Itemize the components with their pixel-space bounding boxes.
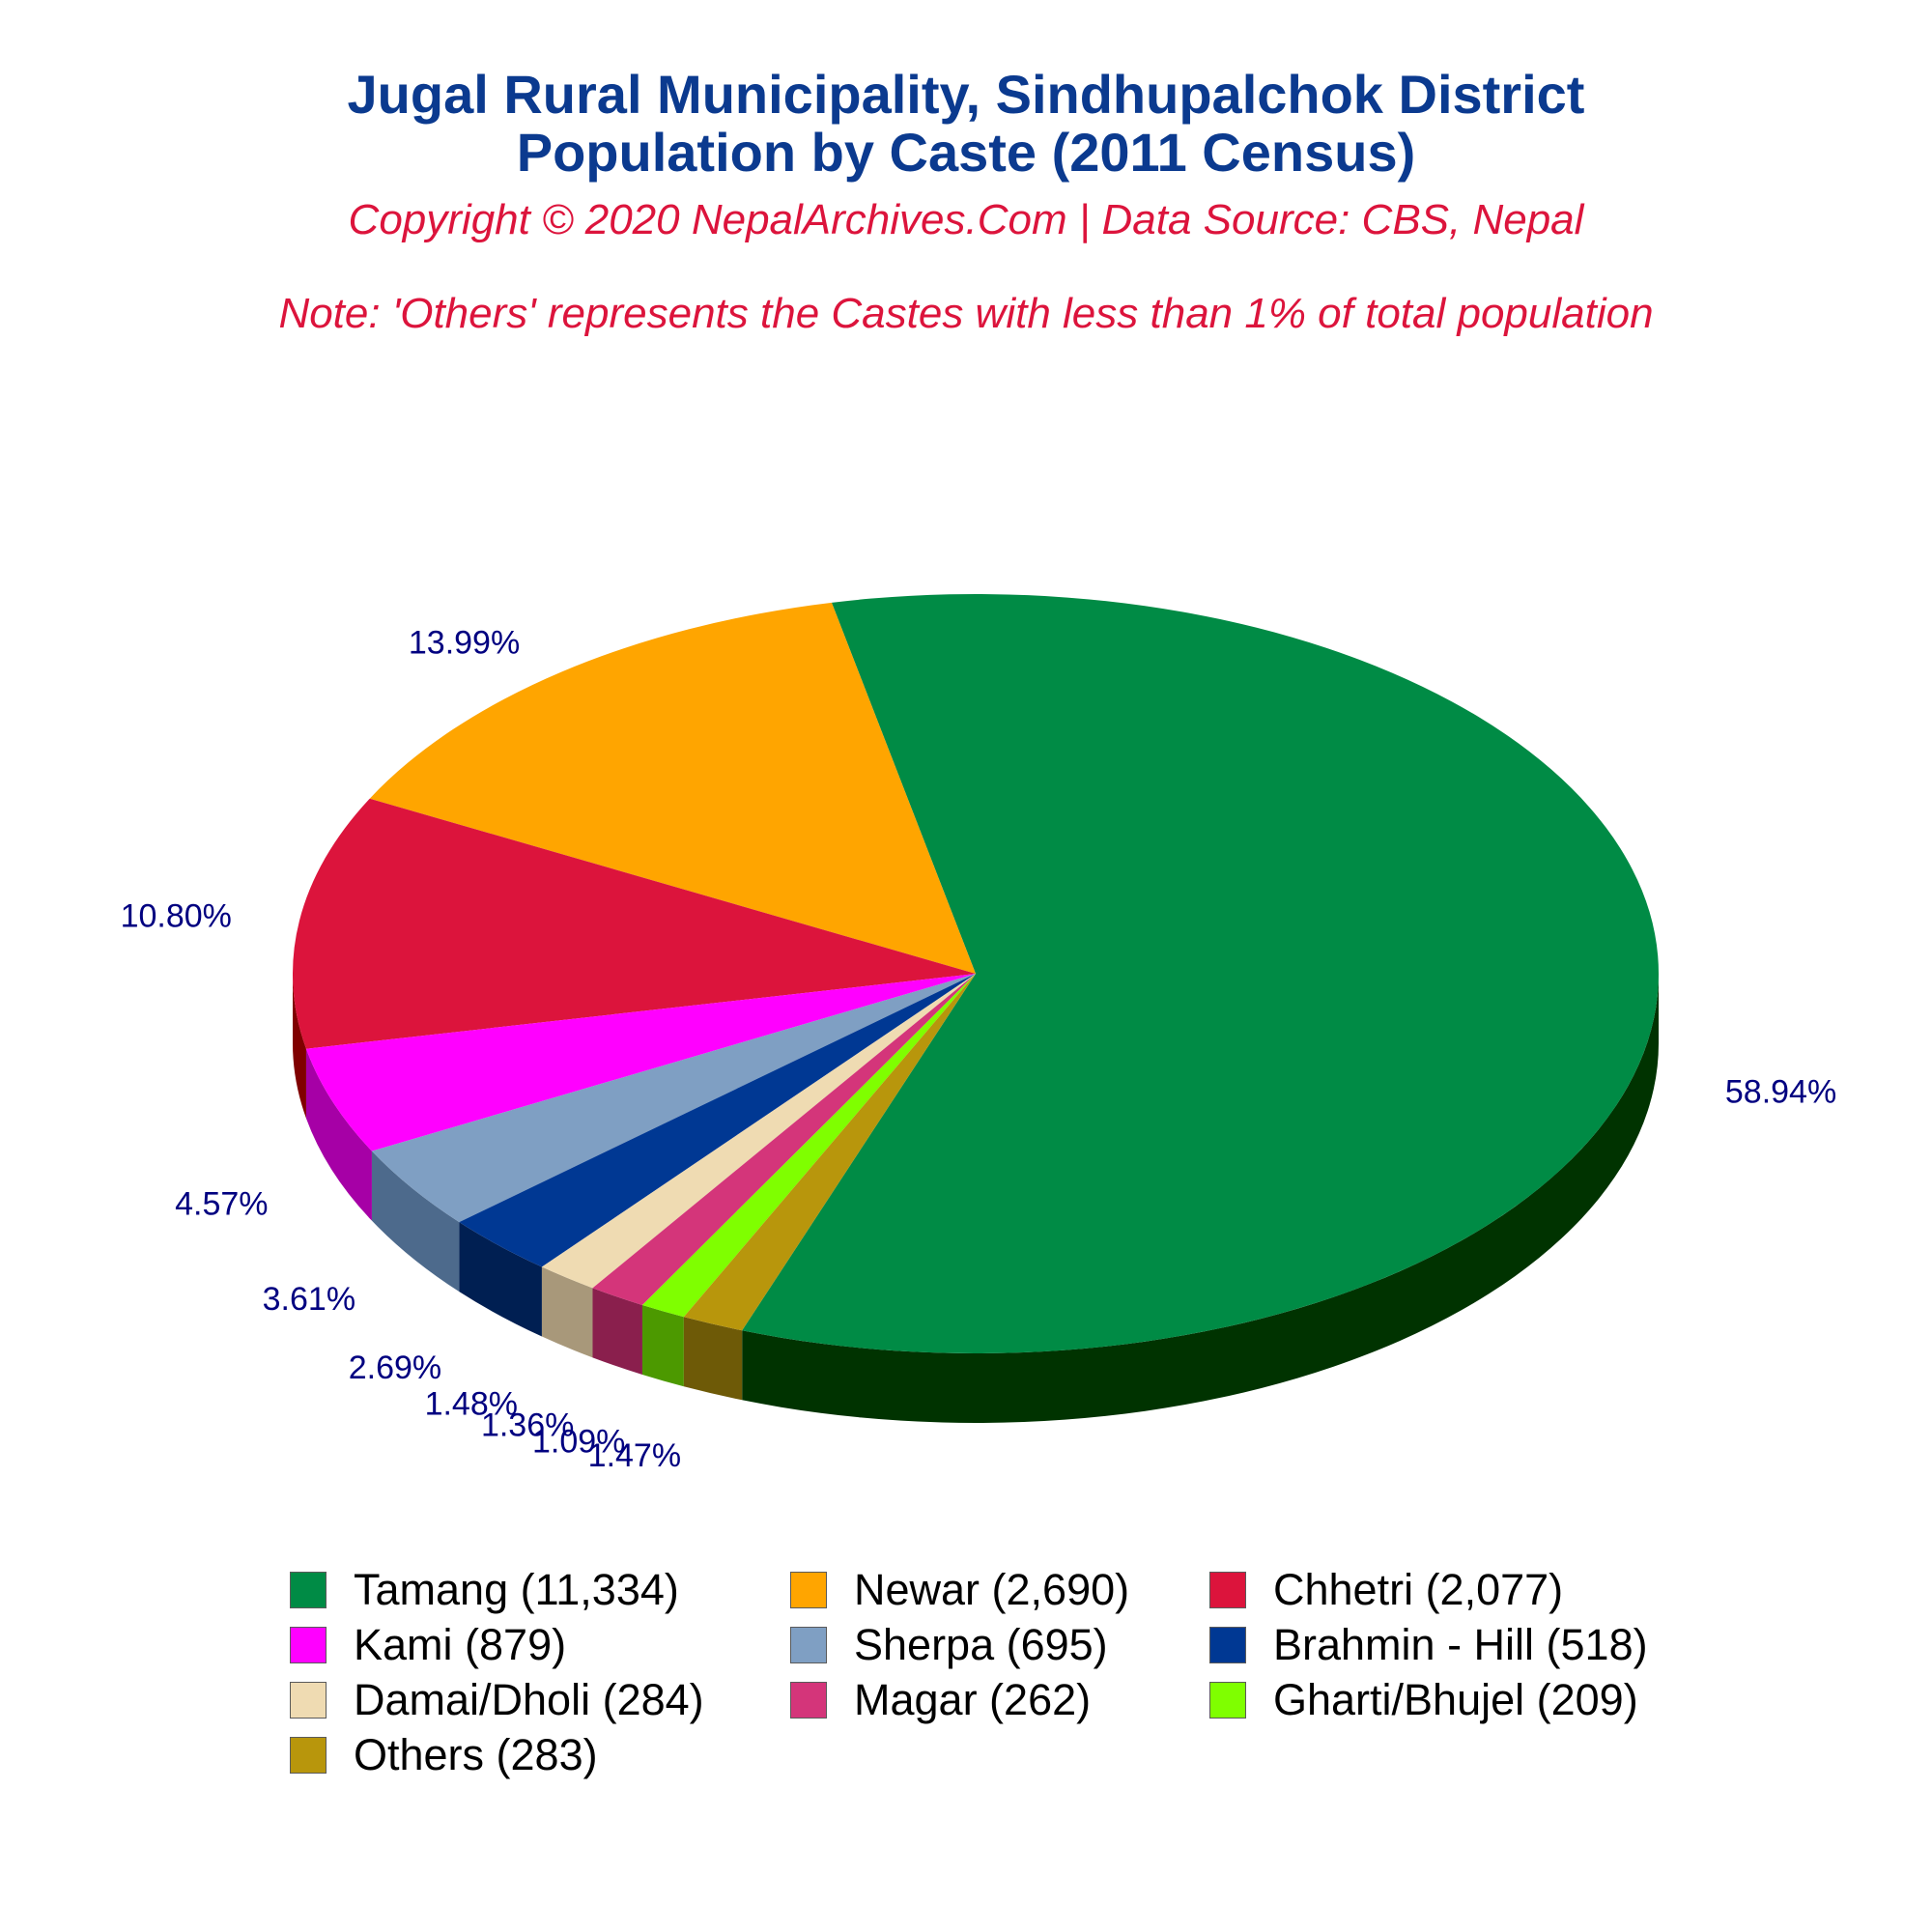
pie-slice-tamang	[742, 594, 1660, 1354]
legend-label: Gharti/Bhujel (209)	[1273, 1675, 1638, 1724]
pie-label-newar: 13.99%	[409, 624, 520, 661]
legend-swatch	[790, 1627, 827, 1663]
legend-swatch	[290, 1572, 327, 1608]
pie-label-kami: 4.57%	[175, 1185, 268, 1222]
legend-label: Others (283)	[354, 1730, 598, 1779]
legend-item-chhetri: Chhetri (2,077)	[1209, 1565, 1564, 1614]
copyright-text: Copyright © 2020 NepalArchives.Com | Dat…	[348, 196, 1584, 243]
legend-label: Chhetri (2,077)	[1273, 1565, 1564, 1614]
legend-item-tamang: Tamang (11,334)	[290, 1565, 679, 1614]
legend-swatch	[1209, 1572, 1246, 1608]
legend-swatch	[790, 1682, 827, 1719]
legend-swatch	[290, 1682, 327, 1719]
pie-label-magar: 1.36%	[481, 1407, 574, 1444]
legend-swatch	[1209, 1627, 1246, 1663]
legend-label: Kami (879)	[354, 1620, 567, 1669]
chart-title-line1: Jugal Rural Municipality, Sindhupalchok …	[347, 64, 1585, 125]
chart-title-line2: Population by Caste (2011 Census)	[516, 122, 1416, 183]
legend-item-magar: Magar (262)	[790, 1675, 1092, 1724]
legend-swatch	[290, 1627, 327, 1663]
legend-swatch	[1209, 1682, 1246, 1719]
pie-label-tamang: 58.94%	[1725, 1074, 1836, 1111]
pie-label-sherpa: 3.61%	[263, 1281, 355, 1318]
pie-side-tamang	[742, 974, 1659, 1423]
pie-slice-gharti-bhujel	[641, 974, 976, 1318]
pie-slice-sherpa	[371, 974, 977, 1223]
note-text: Note: 'Others' represents the Castes wit…	[278, 290, 1654, 337]
pie-slice-newar	[369, 602, 977, 974]
pie-sides	[293, 974, 1659, 1423]
pie-labels: 58.94%13.99%10.80%4.57%3.61%2.69%1.48%1.…	[121, 624, 1837, 1474]
legend-label: Tamang (11,334)	[354, 1565, 679, 1614]
pie-side-damai-dholi	[541, 1266, 593, 1358]
pie-slice-others	[683, 974, 976, 1331]
pie-slice-kami	[305, 974, 977, 1151]
legend-item-damai-dholi: Damai/Dholi (284)	[290, 1675, 704, 1724]
legend-item-newar: Newar (2,690)	[790, 1565, 1130, 1614]
pie-side-brahmin-hill	[459, 1222, 542, 1337]
legend-label: Brahmin - Hill (518)	[1273, 1620, 1648, 1669]
pie-tops	[293, 594, 1660, 1354]
pie-side-chhetri	[293, 974, 306, 1119]
legend-item-kami: Kami (879)	[290, 1620, 567, 1669]
pie-side-gharti-bhujel	[641, 1305, 684, 1387]
pie-side-magar	[592, 1288, 642, 1376]
legend-item-gharti-bhujel: Gharti/Bhujel (209)	[1209, 1675, 1638, 1724]
legend-label: Magar (262)	[854, 1675, 1092, 1724]
legend-item-others: Others (283)	[290, 1730, 598, 1779]
legend-item-brahmin-hill: Brahmin - Hill (518)	[1209, 1620, 1648, 1669]
pie-slice-chhetri	[293, 798, 976, 1049]
legend-swatch	[790, 1572, 827, 1608]
pie-side-sherpa	[371, 1151, 460, 1293]
pie-label-gharti-bhujel: 1.09%	[532, 1423, 625, 1460]
legend-swatch	[290, 1737, 327, 1774]
pie-label-chhetri: 10.80%	[121, 898, 232, 935]
pie-slice-damai-dholi	[541, 974, 976, 1289]
pie-slice-brahmin-hill	[459, 974, 976, 1267]
legend-item-sherpa: Sherpa (695)	[790, 1620, 1108, 1669]
pie-label-brahmin-hill: 2.69%	[349, 1350, 441, 1386]
pie-slice-magar	[592, 974, 976, 1306]
pie-label-damai-dholi: 1.48%	[425, 1386, 518, 1423]
pie-side-kami	[305, 1048, 372, 1221]
pie-label-others: 1.47%	[588, 1437, 681, 1474]
pie-side-others	[683, 1317, 743, 1401]
legend-label: Newar (2,690)	[854, 1565, 1130, 1614]
legend-label: Sherpa (695)	[854, 1620, 1108, 1669]
legend-label: Damai/Dholi (284)	[354, 1675, 704, 1724]
